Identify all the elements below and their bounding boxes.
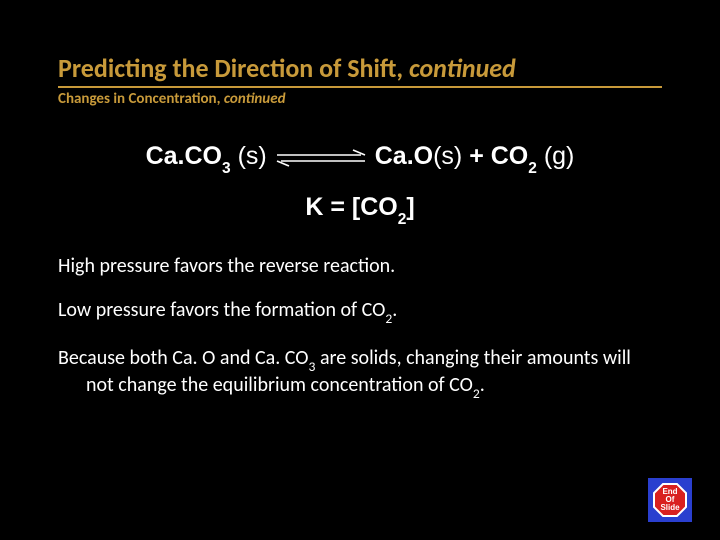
- eq-plus: +: [462, 142, 491, 170]
- eq-lhs-state-text: (s): [238, 142, 267, 170]
- subtitle-main: Changes in Concentration,: [58, 90, 220, 108]
- eq-k-close: ]: [406, 193, 414, 221]
- eq-lhs-state: (s): [231, 142, 267, 170]
- p3-sub2: 2: [473, 385, 480, 402]
- p3-c: .: [480, 373, 485, 397]
- eq-rhs: Ca.O(s) + CO2 (g): [375, 142, 575, 175]
- p1-text: High pressure favors the reverse reactio…: [58, 254, 395, 278]
- p3-a: Because both Ca. O and Ca. CO: [58, 346, 309, 370]
- stop-text: End Of Slide: [660, 488, 679, 512]
- eq-lhs-compound: Ca.CO: [146, 142, 222, 170]
- equation-k: K = [CO2]: [58, 193, 662, 226]
- eq-rhs2-state-text: (g): [544, 142, 575, 170]
- equation-reaction: Ca.CO3 (s) Ca.O(s) + CO2 (g): [146, 142, 575, 175]
- paragraph-2: Low pressure favors the formation of CO2…: [58, 298, 662, 326]
- paragraph-1: High pressure favors the reverse reactio…: [58, 254, 662, 278]
- title-continued: continued: [409, 52, 516, 84]
- eq-rhs1-state: (s): [433, 142, 462, 170]
- p2-a: Low pressure favors the formation of CO: [58, 298, 385, 322]
- equation-block: Ca.CO3 (s) Ca.O(s) + CO2 (g) K = [CO2]: [58, 142, 662, 226]
- eq-k-eq: =: [323, 193, 352, 221]
- p3-sub1: 3: [309, 358, 316, 375]
- slide: Predicting the Direction of Shift, conti…: [0, 0, 720, 540]
- eq-rhs1-compound: Ca.O: [375, 142, 433, 170]
- stop-sign-icon: End Of Slide: [652, 482, 688, 518]
- end-of-slide-button[interactable]: End Of Slide: [648, 478, 692, 522]
- p2-b: .: [392, 298, 397, 322]
- equilibrium-arrow-icon: [275, 148, 367, 168]
- eq-rhs2-state: (g): [537, 142, 575, 170]
- slide-title: Predicting the Direction of Shift, conti…: [58, 54, 662, 88]
- subtitle-continued: continued: [224, 90, 286, 108]
- slide-subtitle: Changes in Concentration, continued: [58, 90, 662, 108]
- badge-l3: Slide: [660, 504, 679, 512]
- eq-rhs2-compound: CO: [491, 142, 529, 170]
- eq-rhs2-sub: 2: [528, 160, 537, 177]
- title-main: Predicting the Direction of Shift,: [58, 52, 403, 84]
- eq-k-lhs: K: [305, 193, 323, 221]
- eq-lhs-sub: 3: [222, 160, 231, 177]
- body-text: High pressure favors the reverse reactio…: [58, 254, 662, 401]
- paragraph-3: Because both Ca. O and Ca. CO3 are solid…: [58, 346, 662, 401]
- eq-lhs: Ca.CO3 (s): [146, 142, 267, 175]
- eq-k-open: [CO: [352, 193, 398, 221]
- p2-sub: 2: [385, 310, 392, 327]
- p3-hang: Because both Ca. O and Ca. CO3 are solid…: [58, 346, 662, 401]
- eq-k-sub: 2: [398, 211, 407, 228]
